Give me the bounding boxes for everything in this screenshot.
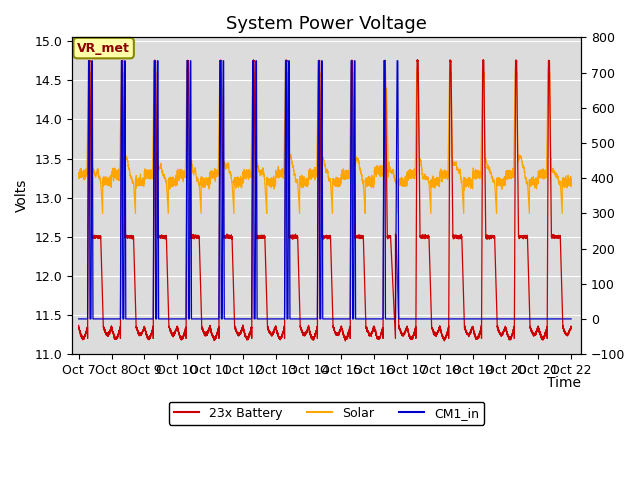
Legend: 23x Battery, Solar, CM1_in: 23x Battery, Solar, CM1_in xyxy=(169,402,484,424)
X-axis label: Time: Time xyxy=(547,376,581,390)
Text: VR_met: VR_met xyxy=(77,42,130,55)
Y-axis label: Volts: Volts xyxy=(15,179,29,213)
Title: System Power Voltage: System Power Voltage xyxy=(226,15,427,33)
